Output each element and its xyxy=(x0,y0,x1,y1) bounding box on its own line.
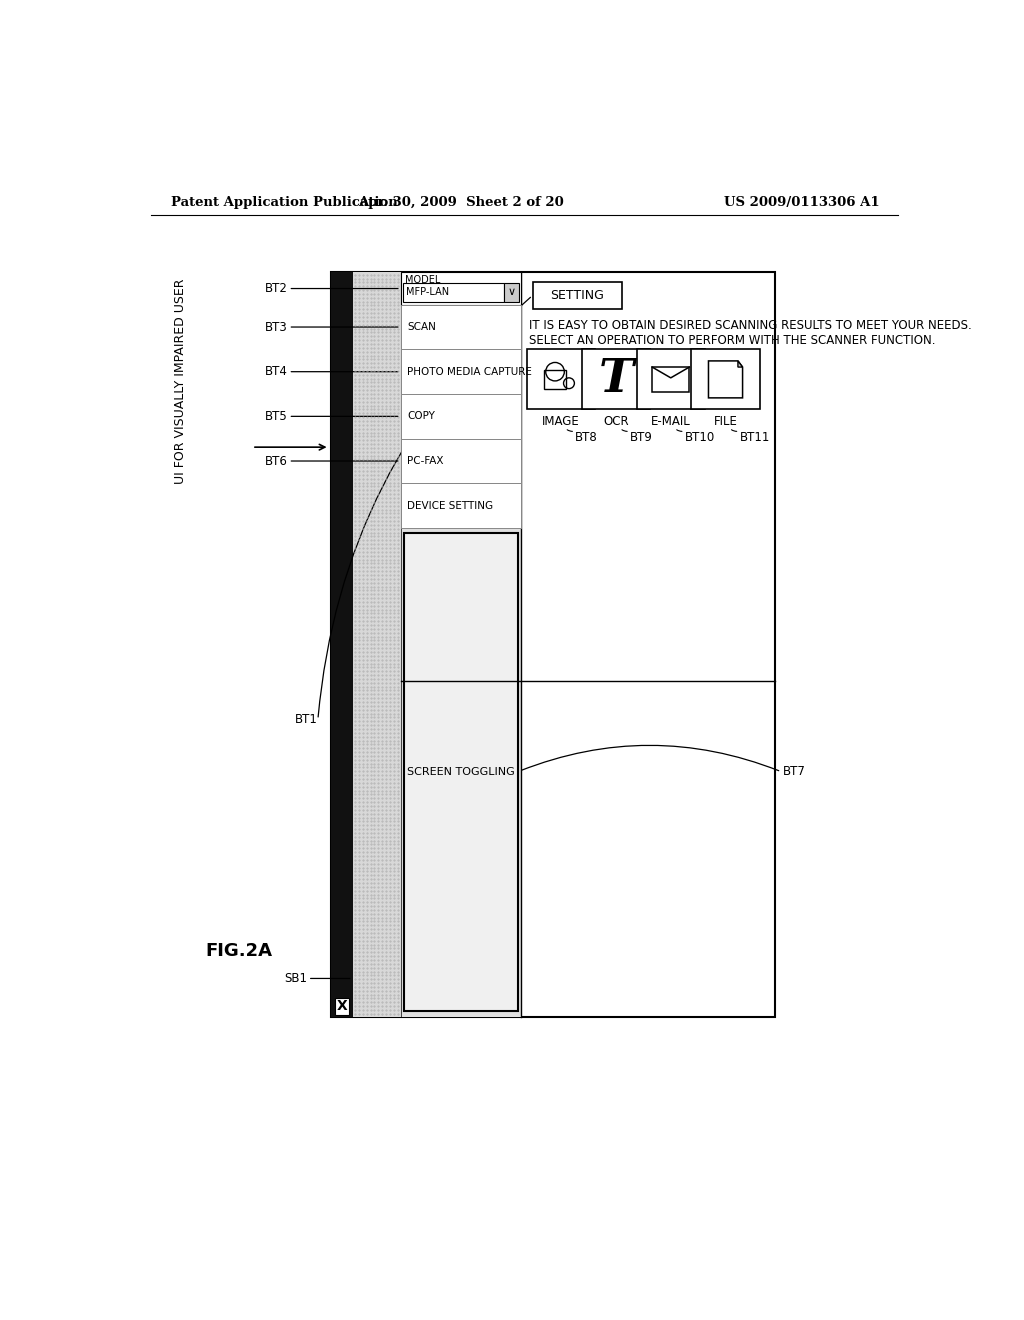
Text: BT2: BT2 xyxy=(265,282,288,296)
Bar xyxy=(403,533,518,1011)
Text: BT8: BT8 xyxy=(575,430,598,444)
Text: SELECT AN OPERATION TO PERFORM WITH THE SCANNER FUNCTION.: SELECT AN OPERATION TO PERFORM WITH THE … xyxy=(528,334,935,347)
Text: MODEL: MODEL xyxy=(404,275,440,285)
Text: T: T xyxy=(598,356,634,403)
Text: E-MAIL: E-MAIL xyxy=(651,416,690,428)
Bar xyxy=(691,350,760,409)
Bar xyxy=(582,350,650,409)
Bar xyxy=(544,370,566,388)
Bar xyxy=(527,350,595,409)
Text: BT11: BT11 xyxy=(739,430,770,444)
Text: BT5: BT5 xyxy=(265,409,288,422)
Text: BT1: BT1 xyxy=(295,713,317,726)
Text: OCR: OCR xyxy=(603,416,629,428)
Text: DEVICE SETTING: DEVICE SETTING xyxy=(407,500,494,511)
Polygon shape xyxy=(738,360,742,367)
Text: PHOTO MEDIA CAPTURE: PHOTO MEDIA CAPTURE xyxy=(407,367,531,376)
Text: BT6: BT6 xyxy=(265,454,288,467)
Text: UI FOR VISUALLY IMPAIRED USER: UI FOR VISUALLY IMPAIRED USER xyxy=(174,279,187,484)
Text: ∨: ∨ xyxy=(508,288,516,297)
Bar xyxy=(400,395,521,438)
Bar xyxy=(400,350,521,395)
Bar xyxy=(504,284,519,302)
Text: COPY: COPY xyxy=(407,412,435,421)
Text: MFP-LAN: MFP-LAN xyxy=(407,288,450,297)
Text: BT9: BT9 xyxy=(630,430,653,444)
Bar xyxy=(352,272,400,1016)
Bar xyxy=(331,272,352,1016)
Bar xyxy=(532,281,622,309)
Bar xyxy=(652,367,689,392)
Text: IT IS EASY TO OBTAIN DESIRED SCANNING RESULTS TO MEET YOUR NEEDS.: IT IS EASY TO OBTAIN DESIRED SCANNING RE… xyxy=(528,318,972,331)
Text: BT4: BT4 xyxy=(265,366,288,379)
Text: SB1: SB1 xyxy=(285,972,307,985)
Text: SCREEN TOGGLING: SCREEN TOGGLING xyxy=(407,767,515,776)
Text: SETTING: SETTING xyxy=(550,289,604,302)
Bar xyxy=(400,272,521,1016)
Polygon shape xyxy=(709,360,742,397)
Text: FILE: FILE xyxy=(714,416,737,428)
Text: PC-FAX: PC-FAX xyxy=(407,455,443,466)
Text: Apr. 30, 2009  Sheet 2 of 20: Apr. 30, 2009 Sheet 2 of 20 xyxy=(358,195,564,209)
Bar xyxy=(637,350,705,409)
Text: IMAGE: IMAGE xyxy=(543,416,581,428)
Bar xyxy=(400,272,521,305)
Text: SCAN: SCAN xyxy=(407,322,436,333)
Bar xyxy=(400,438,521,483)
Text: Patent Application Publication: Patent Application Publication xyxy=(171,195,397,209)
Bar xyxy=(400,305,521,350)
Text: FIG.2A: FIG.2A xyxy=(206,942,272,961)
Bar xyxy=(400,528,521,1016)
Bar xyxy=(331,272,775,1016)
Text: US 2009/0113306 A1: US 2009/0113306 A1 xyxy=(724,195,880,209)
Text: X: X xyxy=(337,999,347,1014)
Text: BT3: BT3 xyxy=(265,321,288,334)
Bar xyxy=(403,284,504,302)
Bar xyxy=(400,483,521,528)
Text: BT10: BT10 xyxy=(685,430,715,444)
Text: BT7: BT7 xyxy=(783,766,806,779)
